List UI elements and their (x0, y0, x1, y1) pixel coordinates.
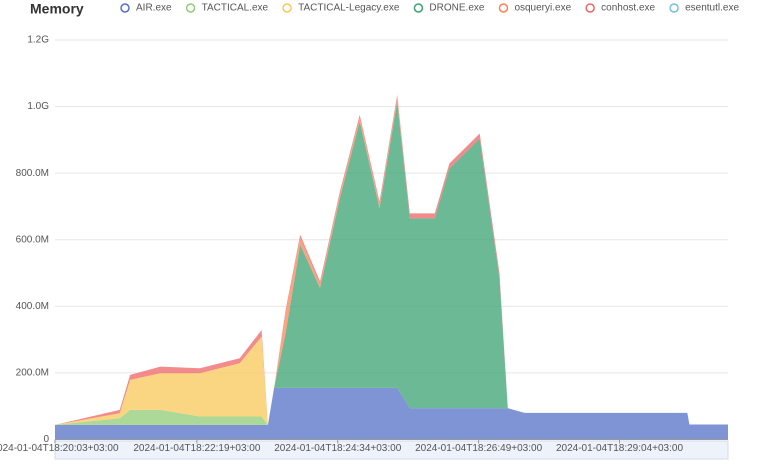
x-tick-label: 2024-01-04T18:20:03+03:00 (0, 443, 119, 454)
legend-item[interactable]: TACTICAL.exe (185, 3, 269, 14)
y-tick-label: 1.0G (27, 101, 49, 112)
legend-label: TACTICAL-Legacy.exe (298, 3, 400, 14)
legend-item[interactable]: esentutl.exe (669, 3, 739, 14)
x-tick-label: 2024-01-04T18:29:04+03:00 (556, 443, 683, 454)
legend-item[interactable]: AIR.exe (120, 3, 172, 14)
y-tick-label: 600.0M (16, 234, 49, 245)
legend-label: esentutl.exe (685, 3, 739, 14)
legend-marker (585, 3, 595, 13)
legend-marker (282, 3, 292, 13)
y-tick-label: 200.0M (16, 368, 49, 379)
area (55, 101, 728, 425)
legend-label: DRONE.exe (429, 3, 484, 14)
legend-item[interactable]: TACTICAL-Legacy.exe (282, 3, 400, 14)
y-tick-label: 800.0M (16, 168, 49, 179)
legend-marker (669, 3, 679, 13)
x-tick-label: 2024-01-04T18:22:19+03:00 (133, 443, 260, 454)
legend-marker (120, 3, 130, 13)
y-tick-label: 1.2G (27, 35, 49, 46)
legend-item[interactable]: conhost.exe (585, 3, 656, 14)
legend-label: osqueryi.exe (514, 3, 571, 14)
area (55, 387, 728, 440)
legend-label: TACTICAL.exe (202, 3, 269, 14)
legend-marker (185, 3, 196, 13)
zoom-slider[interactable] (54, 440, 729, 460)
legend-label: AIR.exe (136, 3, 172, 14)
legend-marker (413, 3, 424, 13)
x-tick-label: 2024-01-04T18:24:34+03:00 (274, 443, 401, 454)
area (55, 387, 728, 425)
legend-label: conhost.exe (601, 3, 655, 14)
chart-title: Memory (30, 1, 84, 17)
x-tick-label: 2024-01-04T18:26:49+03:00 (415, 443, 542, 454)
legend-marker (498, 3, 509, 13)
y-tick-label: 400.0M (16, 301, 49, 312)
legend-item[interactable]: osqueryi.exe (498, 3, 572, 14)
y-tick-label: 0 (43, 434, 49, 445)
legend-item[interactable]: DRONE.exe (413, 3, 485, 14)
area (55, 336, 728, 425)
